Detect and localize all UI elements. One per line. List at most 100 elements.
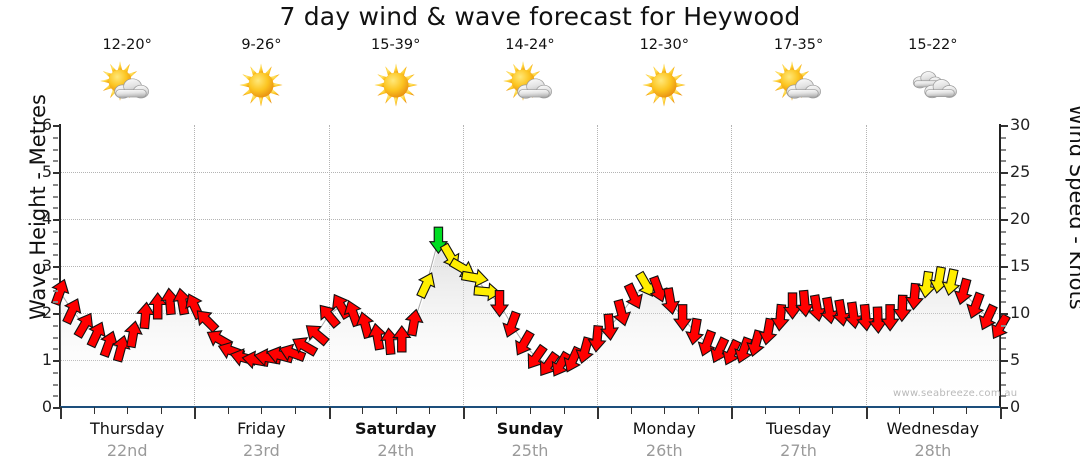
day-label-monday: Monday 26th	[597, 418, 731, 468]
day-label-wednesday: Wednesday 28th	[866, 418, 1000, 468]
x-axis-day-tick	[597, 407, 600, 419]
day-name: Monday	[632, 419, 696, 438]
y-axis-minor-tick	[1001, 230, 1006, 233]
y-axis-minor-tick	[53, 289, 58, 292]
x-axis-hour-tick	[227, 407, 229, 414]
y-axis-minor-tick	[53, 195, 58, 198]
y-axis-minor-tick	[53, 148, 58, 151]
y-axis-minor-tick	[1001, 254, 1006, 257]
x-axis-day-tick	[328, 407, 331, 419]
y-axis-minor-tick	[1001, 324, 1006, 327]
y-axis-right-tick	[1001, 360, 1008, 362]
day-date: 26th	[645, 441, 683, 460]
x-axis-hour-tick	[697, 407, 699, 414]
y-axis-minor-tick	[1001, 183, 1006, 186]
day-header-tuesday: 17-35°	[731, 36, 865, 121]
y-axis-right-tick	[1001, 219, 1008, 221]
y-axis-left-tick-label: 0	[41, 397, 52, 416]
y-axis-left-tick-label: 1	[41, 350, 52, 369]
y-axis-left-tick-label: 3	[41, 256, 52, 275]
y-axis-minor-tick	[1001, 277, 1006, 280]
day-date: 28th	[914, 441, 952, 460]
day-name: Thursday	[89, 419, 165, 438]
horizontal-gridline	[60, 266, 1000, 267]
day-header-wednesday: 15-22°	[866, 36, 1000, 121]
x-axis-hour-tick	[93, 407, 95, 414]
x-axis-day-tick	[60, 407, 62, 419]
y-axis-minor-tick	[1001, 195, 1006, 198]
x-axis-hour-tick	[765, 407, 766, 414]
y-axis-minor-tick	[53, 371, 58, 374]
horizontal-gridline	[60, 360, 1000, 361]
y-axis-left-tick	[53, 266, 60, 268]
day-divider-gridline	[731, 125, 733, 407]
day-divider-gridline	[865, 125, 867, 407]
y-axis-minor-tick	[53, 254, 58, 257]
y-axis-left-tick-label: 5	[41, 162, 52, 181]
day-temperature-range: 17-35°	[773, 37, 824, 53]
x-axis-day-tick	[731, 407, 734, 419]
x-axis-day-tick	[462, 407, 465, 419]
sun-icon	[228, 57, 294, 113]
cloud-icon	[900, 57, 966, 113]
horizontal-gridline	[60, 172, 1000, 173]
day-temperature-range: 12-20°	[102, 37, 152, 53]
y-axis-minor-tick	[1001, 207, 1006, 210]
y-axis-minor-tick	[53, 348, 58, 351]
y-axis-right-tick-label: 10	[1010, 303, 1031, 322]
horizontal-gridline	[60, 313, 1000, 314]
x-axis-hour-tick	[496, 407, 498, 414]
day-name: Sunday	[496, 419, 564, 438]
y-axis-right-tick-label: 5	[1010, 350, 1021, 369]
y-axis-minor-tick	[53, 383, 58, 386]
day-divider-gridline	[462, 125, 464, 407]
day-name: Friday	[237, 419, 286, 438]
y-axis-minor-tick	[1001, 301, 1006, 304]
y-axis-minor-tick	[1001, 136, 1006, 139]
y-axis-right-tick	[1001, 313, 1008, 315]
x-axis-hour-tick	[630, 407, 632, 414]
y-axis-minor-tick	[53, 336, 58, 339]
day-label-tuesday: Tuesday 27th	[731, 418, 865, 468]
day-header-monday: 12-30°	[597, 36, 731, 121]
y-axis-minor-tick	[1001, 160, 1006, 163]
x-axis-hour-tick	[429, 407, 431, 414]
day-temperature-range: 15-39°	[371, 37, 421, 53]
x-axis-day-tick	[865, 407, 868, 419]
y-axis-minor-tick	[53, 395, 58, 398]
x-axis-hour-tick	[966, 407, 968, 414]
y-axis-left-tick	[53, 360, 60, 362]
y-axis-right-tick-label: 20	[1010, 209, 1031, 228]
day-label-sunday: Sunday 25th	[463, 418, 597, 468]
x-axis-hour-tick	[899, 407, 901, 414]
y-axis-minor-tick	[1001, 371, 1006, 374]
x-axis-day-tick	[194, 407, 197, 419]
day-header-thursday: 12-20°	[60, 36, 194, 121]
y-axis-minor-tick	[1001, 336, 1006, 339]
x-axis-hour-tick	[530, 407, 531, 414]
x-axis-hour-tick	[395, 407, 397, 414]
x-axis-hour-tick	[127, 407, 129, 414]
day-date: 23rd	[243, 441, 280, 460]
y-axis-minor-tick	[1001, 242, 1006, 245]
day-temperature-range: 9-26°	[241, 37, 282, 53]
x-axis-hour-tick	[160, 407, 162, 414]
x-axis-hour-tick	[261, 407, 263, 414]
x-axis-hour-tick	[664, 407, 666, 414]
y-axis-left-tick-label: 4	[41, 209, 52, 228]
x-axis-hour-tick	[295, 407, 296, 414]
horizontal-gridline	[60, 219, 1000, 220]
y-axis-minor-tick	[1001, 348, 1006, 351]
y-axis-right-tick-label: 15	[1010, 256, 1031, 275]
y-axis-minor-tick	[53, 324, 58, 327]
day-label-thursday: Thursday 22nd	[60, 418, 194, 468]
y-axis-minor-tick	[1001, 289, 1006, 292]
y-axis-minor-tick	[53, 230, 58, 233]
y-axis-minor-tick	[53, 136, 58, 139]
y-axis-right-tick	[1001, 266, 1008, 268]
plot-area	[60, 125, 1000, 407]
y-axis-minor-tick	[53, 160, 58, 163]
x-axis-hour-tick	[798, 407, 800, 414]
day-date: 24th	[377, 441, 415, 460]
day-temperature-range: 15-22°	[908, 37, 958, 53]
